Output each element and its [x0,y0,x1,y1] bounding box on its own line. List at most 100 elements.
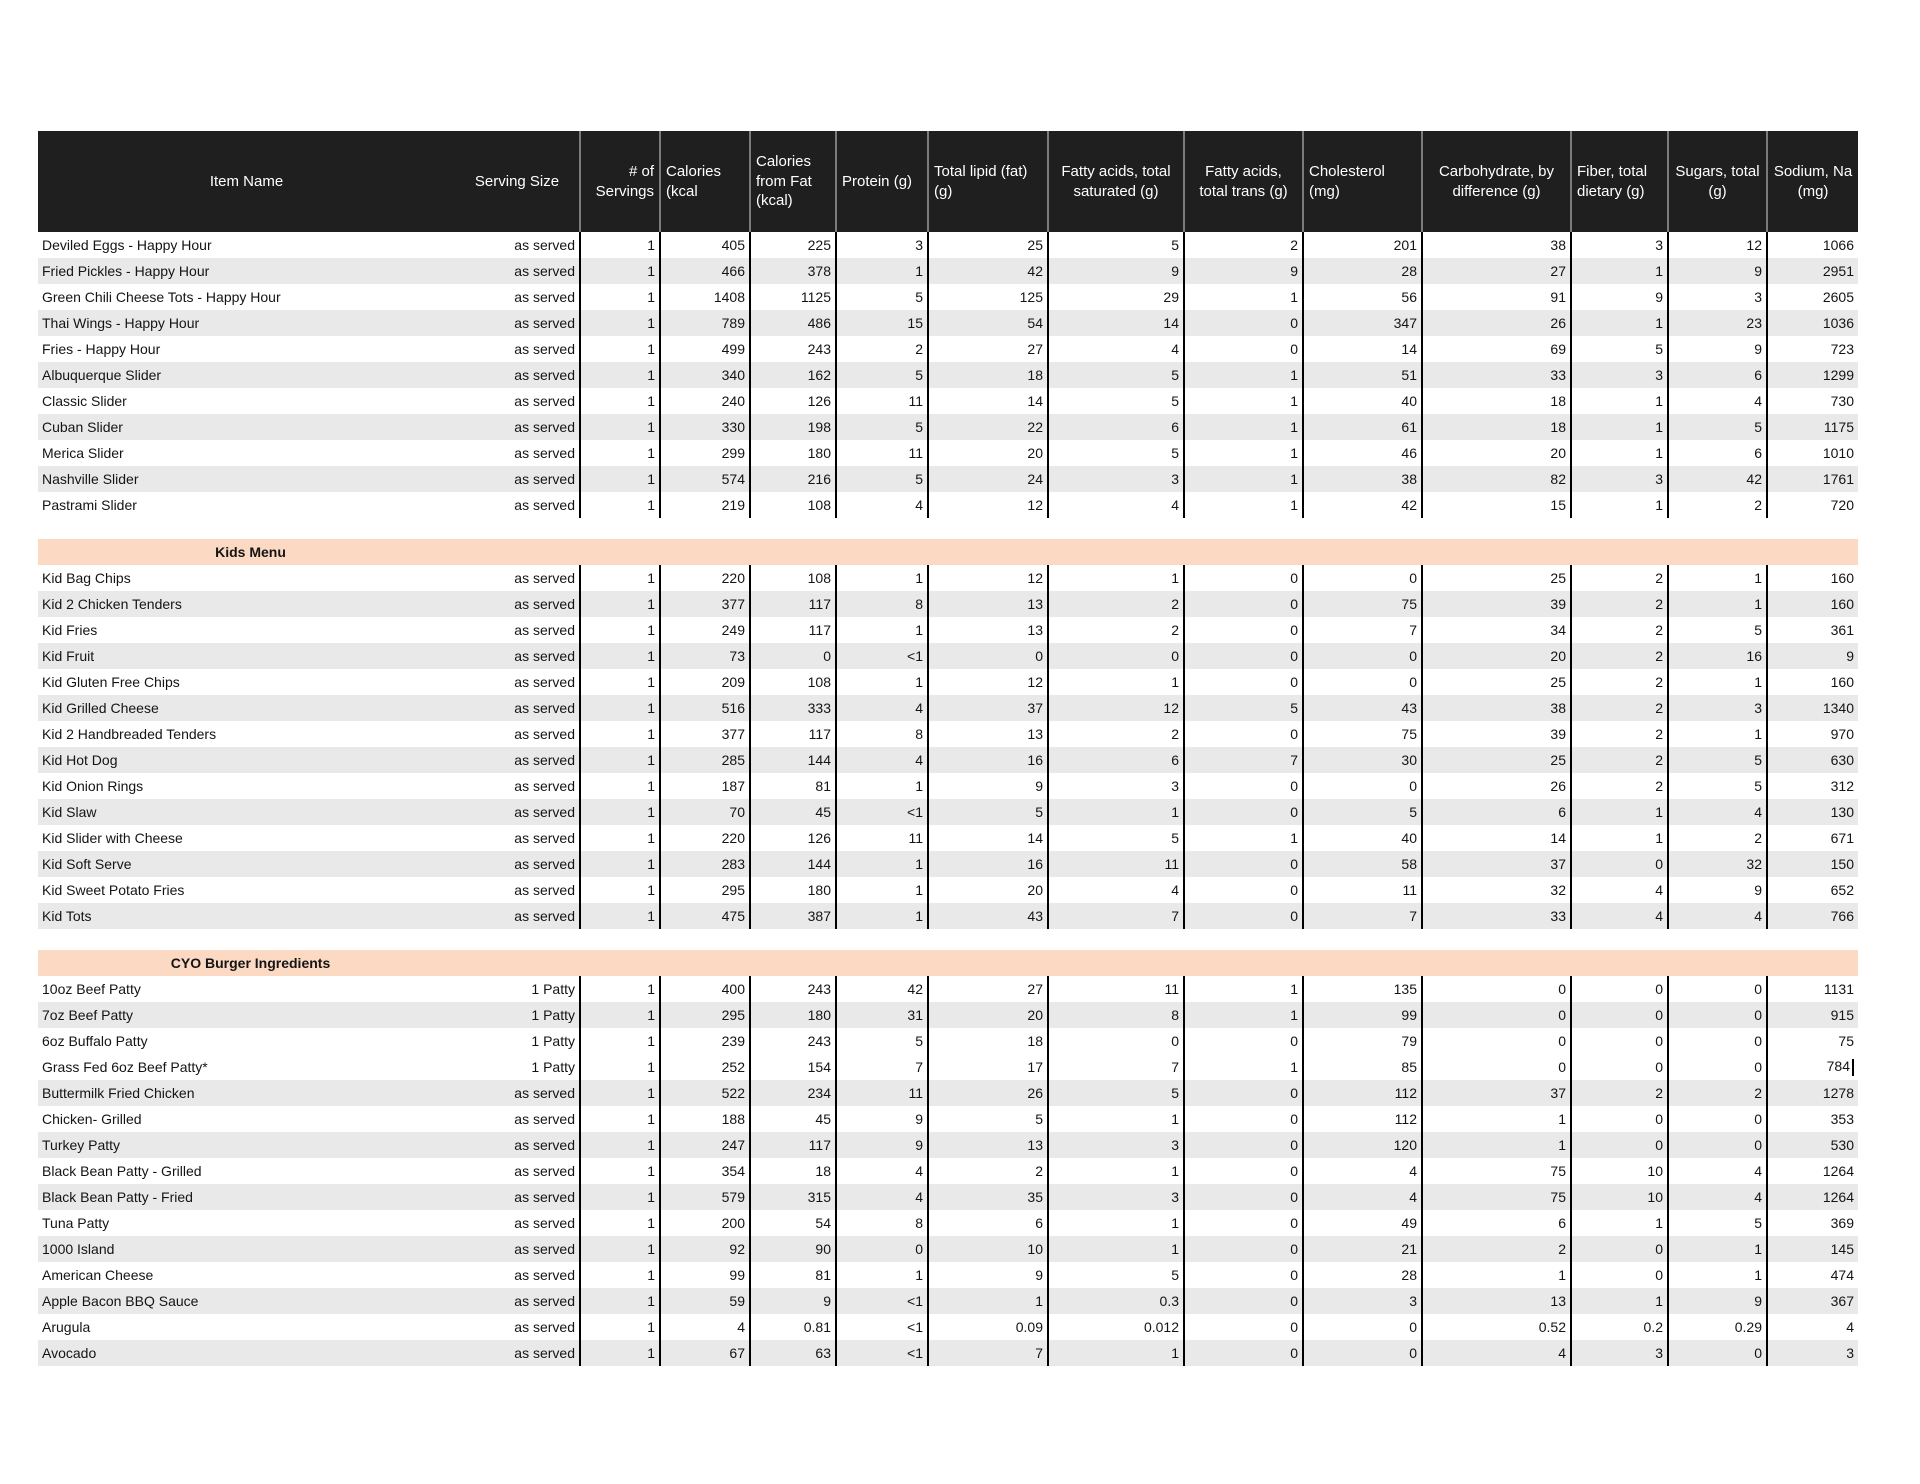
fiber-cell[interactable]: 0 [1570,1028,1668,1054]
calories_fat-cell[interactable]: 378 [749,258,836,284]
sodium-cell[interactable]: 160 [1766,591,1858,617]
serving-size-cell[interactable]: as served [455,617,580,643]
trans_fat-cell[interactable]: 0 [1183,1132,1303,1158]
fiber-cell[interactable]: 3 [1570,1340,1668,1366]
fiber-cell[interactable]: 4 [1570,877,1668,903]
serving-size-cell[interactable]: as served [455,1236,580,1262]
item-name-cell[interactable]: 1000 Island [38,1236,455,1262]
section-header-cell[interactable]: CYO Burger Ingredients [38,950,1858,976]
calories_fat-cell[interactable]: 81 [749,1262,836,1288]
calories-cell[interactable]: 295 [659,877,750,903]
carbohydrate-cell[interactable]: 4 [1421,1340,1571,1366]
protein-cell[interactable]: 1 [835,851,928,877]
fiber-cell[interactable]: 0 [1570,1236,1668,1262]
calories_fat-cell[interactable]: 198 [749,414,836,440]
calories_fat-cell[interactable]: 0 [749,643,836,669]
item-name-cell[interactable]: Classic Slider [38,388,455,414]
calories-cell[interactable]: 220 [659,825,750,851]
calories_fat-cell[interactable]: 117 [749,721,836,747]
carbohydrate-cell[interactable]: 0 [1421,976,1571,1002]
sat_fat-cell[interactable]: 11 [1047,976,1184,1002]
calories-cell[interactable]: 70 [659,799,750,825]
carbohydrate-cell[interactable]: 26 [1421,310,1571,336]
fiber-cell[interactable]: 1 [1570,1210,1668,1236]
sodium-cell[interactable]: 671 [1766,825,1858,851]
cholesterol-cell[interactable]: 14 [1302,336,1422,362]
fiber-cell[interactable]: 1 [1570,440,1668,466]
sugars-cell[interactable]: 9 [1667,877,1767,903]
sat_fat-cell[interactable]: 0.3 [1047,1288,1184,1314]
serving-size-cell[interactable]: as served [455,669,580,695]
calories_fat-cell[interactable]: 54 [749,1210,836,1236]
fiber-cell[interactable]: 0 [1570,1002,1668,1028]
protein-cell[interactable]: 11 [835,388,928,414]
item-name-cell[interactable]: Green Chili Cheese Tots - Happy Hour [38,284,455,310]
total_lipid-cell[interactable]: 27 [927,976,1048,1002]
carbohydrate-cell[interactable]: 26 [1421,773,1571,799]
calories-cell[interactable]: 522 [659,1080,750,1106]
sat_fat-cell[interactable]: 4 [1047,336,1184,362]
fiber-cell[interactable]: 2 [1570,747,1668,773]
serving-size-cell[interactable]: as served [455,591,580,617]
sugars-cell[interactable]: 4 [1667,799,1767,825]
total_lipid-cell[interactable]: 42 [927,258,1048,284]
calories_fat-cell[interactable]: 9 [749,1288,836,1314]
item-name-cell[interactable]: Black Bean Patty - Fried [38,1184,455,1210]
sodium-cell[interactable]: 720 [1766,492,1858,518]
cholesterol-cell[interactable]: 51 [1302,362,1422,388]
trans_fat-cell[interactable]: 0 [1183,877,1303,903]
sat_fat-cell[interactable]: 1 [1047,799,1184,825]
total_lipid-cell[interactable]: 10 [927,1236,1048,1262]
carbohydrate-cell[interactable]: 13 [1421,1288,1571,1314]
trans_fat-cell[interactable]: 1 [1183,1054,1303,1080]
servings-cell[interactable]: 1 [579,1158,660,1184]
item-name-cell[interactable]: Kid 2 Handbreaded Tenders [38,721,455,747]
cholesterol-cell[interactable]: 0 [1302,1340,1422,1366]
calories_fat-cell[interactable]: 154 [749,1054,836,1080]
servings-cell[interactable]: 1 [579,773,660,799]
sodium-cell[interactable]: 652 [1766,877,1858,903]
sugars-cell[interactable]: 9 [1667,258,1767,284]
trans_fat-cell[interactable]: 0 [1183,1236,1303,1262]
trans_fat-cell[interactable]: 0 [1183,1340,1303,1366]
total_lipid-cell[interactable]: 43 [927,903,1048,929]
calories-cell[interactable]: 59 [659,1288,750,1314]
sugars-cell[interactable]: 1 [1667,669,1767,695]
section-header-cell[interactable]: Kids Menu [38,539,1858,565]
fiber-cell[interactable]: 1 [1570,492,1668,518]
sugars-cell[interactable]: 0 [1667,1106,1767,1132]
total_lipid-cell[interactable]: 125 [927,284,1048,310]
protein-cell[interactable]: 5 [835,362,928,388]
fiber-cell[interactable]: 0 [1570,851,1668,877]
cholesterol-cell[interactable]: 75 [1302,591,1422,617]
trans_fat-cell[interactable]: 1 [1183,825,1303,851]
sat_fat-cell[interactable]: 2 [1047,617,1184,643]
carbohydrate-cell[interactable]: 20 [1421,440,1571,466]
sat_fat-cell[interactable]: 0 [1047,643,1184,669]
sodium-cell[interactable]: 730 [1766,388,1858,414]
serving-size-cell[interactable]: as served [455,747,580,773]
calories-cell[interactable]: 1408 [659,284,750,310]
calories_fat-cell[interactable]: 117 [749,591,836,617]
servings-cell[interactable]: 1 [579,643,660,669]
total_lipid-cell[interactable]: 13 [927,591,1048,617]
cholesterol-cell[interactable]: 135 [1302,976,1422,1002]
sugars-cell[interactable]: 3 [1667,284,1767,310]
sodium-cell[interactable]: 312 [1766,773,1858,799]
sat_fat-cell[interactable]: 1 [1047,1236,1184,1262]
servings-cell[interactable]: 1 [579,362,660,388]
servings-cell[interactable]: 1 [579,1340,660,1366]
calories_fat-cell[interactable]: 108 [749,565,836,591]
trans_fat-cell[interactable]: 0 [1183,1080,1303,1106]
calories_fat-cell[interactable]: 243 [749,1028,836,1054]
sat_fat-cell[interactable]: 5 [1047,825,1184,851]
serving-size-cell[interactable]: as served [455,1210,580,1236]
sugars-cell[interactable]: 0 [1667,1002,1767,1028]
calories-cell[interactable]: 4 [659,1314,750,1340]
sugars-cell[interactable]: 0 [1667,1028,1767,1054]
servings-cell[interactable]: 1 [579,1262,660,1288]
calories-cell[interactable]: 574 [659,466,750,492]
trans_fat-cell[interactable]: 1 [1183,466,1303,492]
sugars-cell[interactable]: 1 [1667,1262,1767,1288]
sugars-cell[interactable]: 4 [1667,388,1767,414]
